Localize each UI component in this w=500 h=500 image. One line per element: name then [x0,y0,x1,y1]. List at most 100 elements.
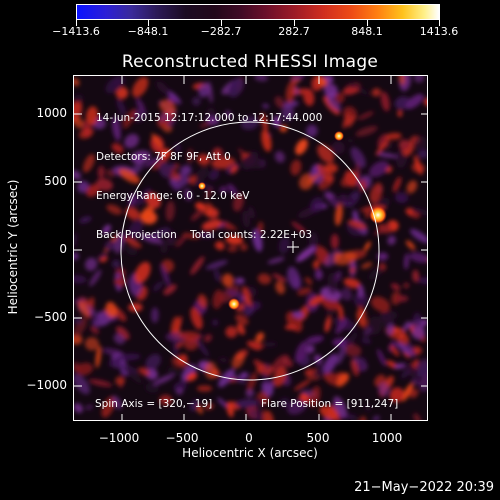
emission-blob [344,279,362,287]
hot-spots [198,131,387,310]
colorbar-label: −1413.6 [52,25,100,38]
emission-blob [111,143,124,154]
emission-blob [389,387,405,403]
emission-blob [83,154,95,173]
emission-blob [166,230,177,246]
emission-blob [371,296,390,312]
emission-blob [303,88,315,106]
emission-blob [232,193,244,212]
emission-blob [74,403,83,413]
emission-blob [127,219,143,242]
emission-blob [123,108,136,129]
emission-blob [111,117,121,141]
emission-blob [115,376,125,386]
emission-blob [211,156,236,169]
emission-blob [230,164,238,174]
emission-blob [327,272,338,295]
emission-blob [234,277,245,285]
emission-blob [138,367,150,376]
emission-blob [74,94,84,103]
spin-axis-text: Spin Axis = [320,−19] [95,398,213,410]
emission-blob [235,398,260,409]
emission-blob [317,76,328,87]
emission-blob [347,219,367,230]
emission-blob [125,206,140,220]
emission-blob [75,362,94,376]
emission-blob [159,99,177,115]
emission-blob [206,115,220,126]
emission-blob [364,241,371,252]
hot-spot [369,206,387,224]
emission-blob [225,110,232,119]
colorbar-tick [76,20,77,26]
emission-blob [118,168,140,184]
emission-blob [240,116,259,130]
emission-blob [406,207,413,216]
emission-blob [74,252,79,261]
emission-blob [291,221,307,233]
emission-blob [297,287,312,296]
emission-blob [123,366,143,384]
emission-blob [186,372,198,382]
emission-blob [385,132,402,140]
emission-blob [172,339,178,358]
emission-blob [101,396,116,418]
emission-blob [239,372,249,380]
emission-blob [309,385,321,408]
flare-position-text: Flare Position = [911,247] [261,398,399,410]
emission-blob [255,332,265,343]
emission-blob [324,316,332,333]
plot-ticks [74,76,427,420]
emission-blob [389,345,400,357]
emission-blob [414,155,423,175]
emission-blob [359,416,367,420]
emission-blob [394,363,406,369]
emission-blob [409,228,427,244]
emission-blob [78,127,94,139]
emission-blob [196,385,213,392]
emission-blob [74,317,83,325]
emission-blob [112,395,122,410]
x-axis-label: Heliocentric X (arcsec) [182,446,318,460]
colorbar-tick [367,20,368,26]
emission-blob [417,277,427,285]
emission-blob [412,269,420,283]
emission-blob [74,77,80,87]
emission-blob [152,281,164,292]
emission-blob [290,159,302,176]
emission-blob [165,200,175,222]
emission-blob [350,415,358,420]
emission-blob [236,323,246,335]
emission-blob [183,188,192,201]
emission-blob [201,219,223,231]
emission-blob [405,240,416,251]
emission-blob [295,138,308,155]
emission-blob [394,195,406,204]
emission-blob [84,257,98,271]
emission-blob [378,382,390,397]
emission-blob [246,340,264,350]
emission-blob [376,152,398,158]
colorbar-tick [221,20,222,26]
emission-blob [416,362,427,378]
emission-blob [287,266,301,290]
emission-blob [102,224,111,234]
emission-blob [305,344,315,354]
emission-blob [369,182,383,204]
emission-blob [219,186,228,194]
emission-blob [281,104,294,121]
emission-blob [104,240,117,251]
emission-blob [345,344,362,357]
emission-blob [346,138,354,143]
emission-blob [74,275,87,284]
emission-blob [116,326,130,340]
emission-blob [314,269,323,280]
emission-blob [204,403,214,410]
emission-blob [246,372,257,393]
emission-blob [308,295,324,307]
emission-blob [406,180,418,194]
emission-blob [359,179,367,192]
emission-blob [319,405,339,420]
emission-blob [159,394,173,406]
emission-blob [398,76,406,86]
